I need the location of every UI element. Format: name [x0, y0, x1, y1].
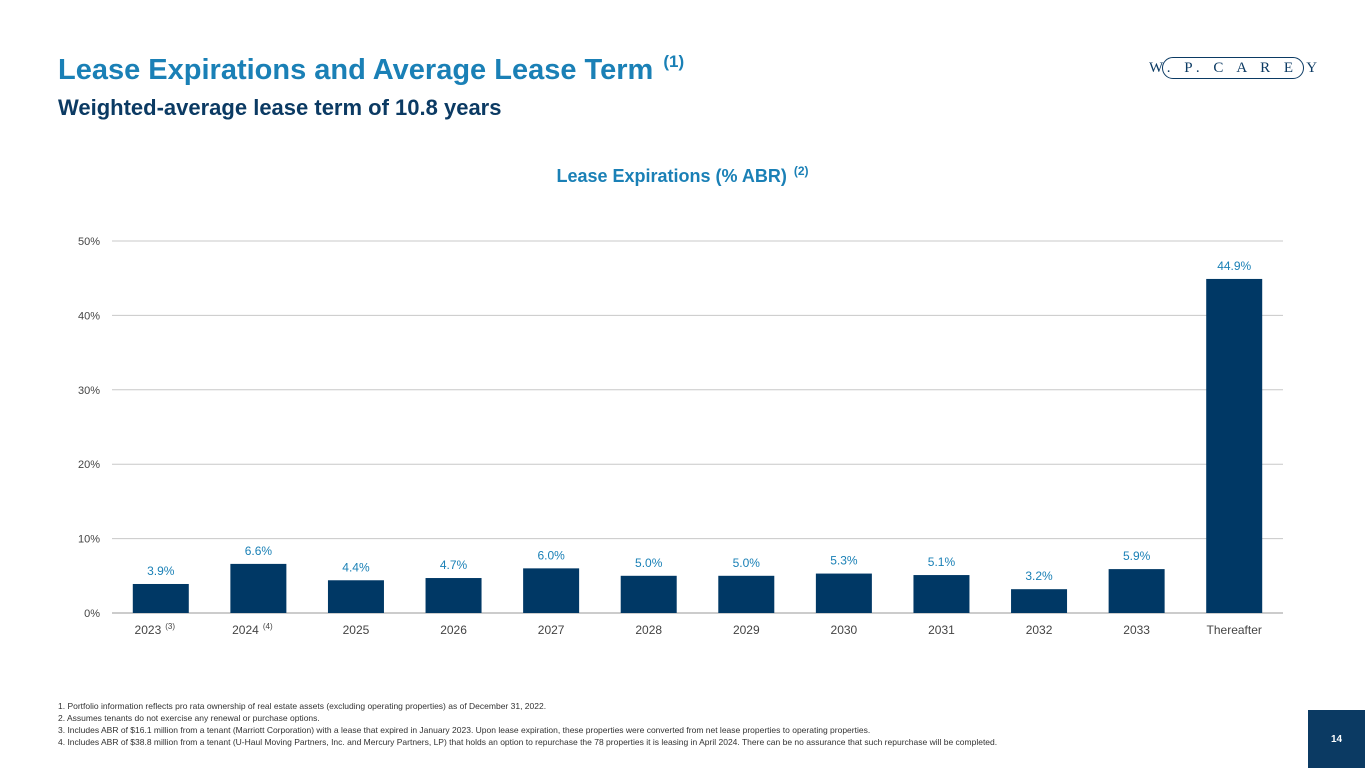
x-tick-footnote-ref: (4): [263, 622, 273, 631]
bar: [815, 573, 872, 613]
bar: [1108, 569, 1165, 613]
lease-expirations-chart: 0% 10% 20% 30% 40% 50% 3.9% 6.6% 4.4% 4.7% 6.0% 5.…: [78, 236, 1283, 637]
y-tick-label: 10%: [78, 534, 100, 546]
title-footnote-ref: (1): [663, 52, 685, 71]
chart-gridlines: [112, 240, 1283, 614]
x-axis: 2023 (3) 2024 (4) 2025 2026 2027 2028 2029 2030 20…: [135, 622, 1262, 637]
chart-title: Lease Expirations (% ABR) (2): [0, 164, 1365, 187]
x-tick-label: 2031: [928, 623, 955, 637]
page-title-text: Lease Expirations and Average Lease Term: [58, 54, 654, 86]
value-label: 44.9%: [1217, 259, 1251, 273]
bar: [620, 575, 677, 613]
company-logo: W. P. C A R E Y: [1149, 57, 1317, 79]
x-tick-label: 2030: [831, 623, 858, 637]
bar: [132, 583, 189, 613]
value-label: 5.0%: [733, 556, 761, 570]
value-label: 6.0%: [537, 548, 565, 562]
value-label: 4.7%: [440, 558, 468, 572]
bar: [718, 575, 775, 613]
chart-title-footnote-ref: (2): [793, 164, 809, 178]
value-label: 3.2%: [1025, 569, 1053, 583]
y-tick-label: 0%: [84, 608, 100, 620]
y-tick-label: 50%: [78, 236, 100, 248]
y-tick-label: 40%: [78, 310, 100, 322]
x-tick-label: Thereafter: [1207, 623, 1262, 637]
x-tick-label: 2028: [635, 623, 662, 637]
footnote-1: 1. Portfolio information reflects pro ra…: [58, 701, 547, 711]
x-tick-label: 2026: [440, 623, 467, 637]
value-label: 4.4%: [342, 560, 370, 574]
value-label: 3.9%: [147, 564, 175, 578]
x-tick-label: 2027: [538, 623, 565, 637]
y-tick-label: 20%: [78, 459, 100, 471]
bar: [230, 563, 287, 613]
bar: [327, 580, 384, 613]
bar: [425, 578, 482, 613]
x-tick-label: 2025: [343, 623, 370, 637]
value-label: 5.1%: [928, 555, 956, 569]
x-tick-footnote-ref: (3): [165, 622, 175, 631]
x-tick-label: 2032: [1026, 623, 1053, 637]
footnote-4: 4. Includes ABR of $38.8 million from a …: [58, 737, 998, 747]
page-subtitle: Weighted-average lease term of 10.8 year…: [58, 95, 502, 120]
chart-bars: [132, 278, 1263, 613]
x-tick-label: 2033: [1123, 623, 1150, 637]
value-label: 5.3%: [830, 554, 858, 568]
page-number: 14: [1308, 710, 1365, 768]
value-label: 5.9%: [1123, 549, 1151, 563]
footnote-3: 3. Includes ABR of $16.1 million from a …: [58, 725, 871, 735]
footnotes: 1. Portfolio information reflects pro ra…: [58, 700, 1258, 748]
bar: [523, 568, 580, 613]
value-label: 5.0%: [635, 556, 663, 570]
y-axis: 0% 10% 20% 30% 40% 50%: [78, 236, 100, 620]
page-title: Lease Expirations and Average Lease Term…: [58, 52, 684, 87]
footnote-2: 2. Assumes tenants do not exercise any r…: [58, 713, 320, 723]
value-label: 6.6%: [245, 544, 273, 558]
x-tick-label: 2023 (3): [135, 622, 176, 637]
bar: [1206, 278, 1263, 613]
bar: [1011, 589, 1068, 613]
x-tick-label: 2024 (4): [232, 622, 273, 637]
x-tick-label: 2029: [733, 623, 760, 637]
y-tick-label: 30%: [78, 385, 100, 397]
chart-title-text: Lease Expirations (% ABR): [556, 166, 787, 186]
bar: [913, 575, 970, 613]
value-labels: 3.9% 6.6% 4.4% 4.7% 6.0% 5.0% 5.0% 5.3% 5.1% 3.2%…: [147, 259, 1251, 583]
